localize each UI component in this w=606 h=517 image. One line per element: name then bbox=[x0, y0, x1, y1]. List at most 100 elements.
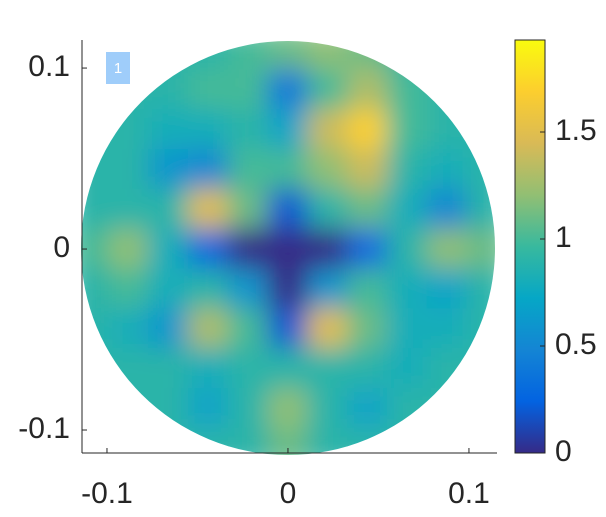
cell bbox=[81, 228, 110, 270]
cell bbox=[347, 228, 389, 270]
cell bbox=[227, 268, 269, 310]
cell bbox=[307, 109, 349, 150]
cell bbox=[267, 348, 309, 389]
cell bbox=[387, 41, 428, 71]
cell bbox=[227, 69, 269, 111]
cell bbox=[387, 188, 428, 230]
cell bbox=[307, 268, 349, 310]
cell bbox=[187, 69, 229, 111]
cell bbox=[307, 188, 349, 230]
cell bbox=[108, 228, 150, 270]
y-tick-label: 0 bbox=[53, 231, 70, 264]
cell bbox=[307, 348, 349, 389]
cell bbox=[227, 427, 269, 455]
cell bbox=[81, 148, 110, 190]
cell bbox=[148, 41, 189, 71]
cell bbox=[466, 109, 495, 150]
cell bbox=[267, 188, 309, 230]
cell bbox=[227, 109, 269, 150]
cell bbox=[466, 387, 495, 429]
cell bbox=[466, 348, 495, 389]
cell bbox=[466, 69, 495, 111]
cell bbox=[81, 427, 110, 455]
annotation: 1 bbox=[114, 60, 122, 77]
cell bbox=[347, 308, 389, 350]
cell bbox=[307, 387, 349, 429]
colorbar-tick-label: 1 bbox=[555, 221, 572, 254]
cell bbox=[81, 268, 110, 310]
cell bbox=[347, 69, 389, 111]
cell bbox=[227, 41, 269, 71]
cell bbox=[426, 69, 468, 111]
cell bbox=[108, 387, 150, 429]
cell bbox=[387, 148, 428, 190]
cell bbox=[148, 387, 189, 429]
cell bbox=[267, 148, 309, 190]
cell bbox=[227, 308, 269, 350]
cell bbox=[267, 109, 309, 150]
cell bbox=[387, 348, 428, 389]
cell bbox=[426, 188, 468, 230]
cell bbox=[466, 41, 495, 71]
cell bbox=[108, 188, 150, 230]
cell bbox=[187, 387, 229, 429]
cell bbox=[347, 268, 389, 310]
cell bbox=[307, 427, 349, 455]
cell bbox=[81, 188, 110, 230]
cell bbox=[387, 268, 428, 310]
y-tick-label: -0.1 bbox=[18, 412, 70, 445]
cell bbox=[387, 427, 428, 455]
cell bbox=[81, 308, 110, 350]
cell bbox=[227, 188, 269, 230]
cell bbox=[426, 148, 468, 190]
cell bbox=[307, 69, 349, 111]
x-tick-label: -0.1 bbox=[81, 477, 133, 510]
cell bbox=[148, 148, 189, 190]
cell bbox=[108, 308, 150, 350]
cell bbox=[81, 69, 110, 111]
cell bbox=[227, 148, 269, 190]
cell bbox=[307, 308, 349, 350]
cell bbox=[347, 148, 389, 190]
disk bbox=[81, 41, 495, 455]
cell bbox=[267, 387, 309, 429]
cell bbox=[148, 109, 189, 150]
cell bbox=[466, 427, 495, 455]
cell bbox=[81, 348, 110, 389]
cell bbox=[267, 268, 309, 310]
cell bbox=[347, 109, 389, 150]
cell bbox=[347, 427, 389, 455]
annotation-box bbox=[106, 52, 130, 84]
cell bbox=[307, 41, 349, 71]
cell bbox=[227, 387, 269, 429]
cell bbox=[227, 228, 269, 270]
cell bbox=[387, 308, 428, 350]
cell bbox=[387, 387, 428, 429]
cell bbox=[148, 308, 189, 350]
cell bbox=[387, 228, 428, 270]
cell bbox=[466, 228, 495, 270]
cell bbox=[466, 148, 495, 190]
cell bbox=[187, 148, 229, 190]
cell bbox=[347, 41, 389, 71]
cell bbox=[187, 41, 229, 71]
cell bbox=[307, 228, 349, 270]
cell bbox=[426, 109, 468, 150]
cell bbox=[426, 228, 468, 270]
cell bbox=[81, 387, 110, 429]
cell bbox=[108, 427, 150, 455]
cell bbox=[187, 109, 229, 150]
cell bbox=[187, 427, 229, 455]
cell bbox=[466, 268, 495, 310]
cell bbox=[187, 268, 229, 310]
cell bbox=[426, 308, 468, 350]
cell bbox=[387, 69, 428, 111]
cell bbox=[466, 308, 495, 350]
cell bbox=[466, 188, 495, 230]
cell bbox=[387, 109, 428, 150]
x-tick-label: 0 bbox=[280, 477, 297, 510]
cell bbox=[81, 41, 110, 71]
cell bbox=[347, 348, 389, 389]
cell bbox=[267, 308, 309, 350]
